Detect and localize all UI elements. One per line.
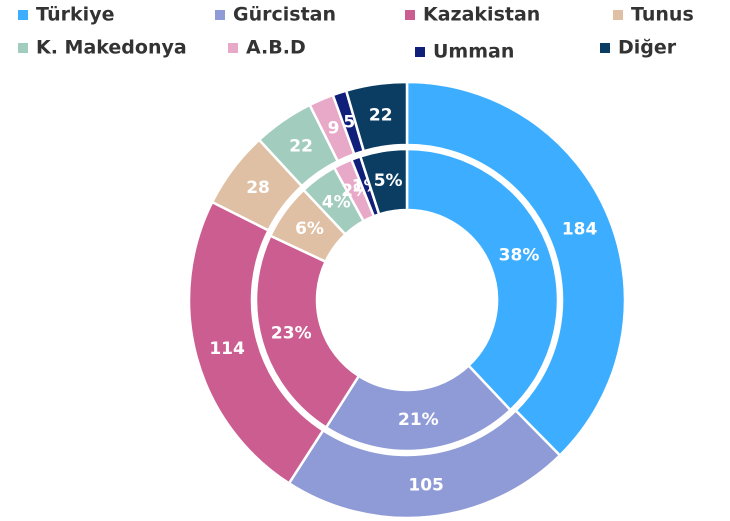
donut-segment bbox=[344, 80, 409, 153]
donut-segment bbox=[405, 80, 627, 458]
legend-marker bbox=[18, 43, 28, 53]
data-label: 114 bbox=[209, 339, 245, 359]
legend-label: Kazakistan bbox=[423, 4, 540, 26]
donut-segment bbox=[358, 147, 409, 216]
legend-label: K. Makedonya bbox=[36, 37, 187, 59]
legend-label: Gürcistan bbox=[233, 4, 336, 26]
data-label: 23% bbox=[271, 324, 312, 344]
data-label: 21% bbox=[398, 410, 439, 430]
data-label: 105 bbox=[408, 476, 444, 496]
data-label: 5% bbox=[374, 171, 403, 191]
legend-marker bbox=[415, 47, 425, 57]
data-label: 38% bbox=[499, 246, 540, 266]
data-label: 5 bbox=[343, 113, 355, 133]
legend-marker bbox=[228, 43, 238, 53]
donut-segment bbox=[405, 147, 560, 412]
legend-marker bbox=[18, 10, 28, 20]
data-label: 22 bbox=[369, 105, 393, 125]
data-label: 184 bbox=[562, 219, 598, 239]
legend-label: Tunus bbox=[631, 4, 694, 26]
legend-marker bbox=[600, 43, 610, 53]
legend-marker bbox=[405, 10, 415, 20]
data-label: 9 bbox=[328, 119, 340, 139]
data-label: 4% bbox=[322, 193, 351, 213]
donut-segment bbox=[254, 234, 361, 430]
legend-marker bbox=[613, 10, 623, 20]
data-label: 6% bbox=[295, 219, 324, 239]
legend-label: A.B.D bbox=[246, 37, 306, 59]
legend-label: Diğer bbox=[618, 37, 677, 59]
data-label: 22 bbox=[289, 136, 313, 156]
legend-label: Umman bbox=[433, 41, 514, 63]
data-label: 28 bbox=[246, 178, 270, 198]
legend-label: Türkiye bbox=[36, 4, 114, 26]
legend-marker bbox=[215, 10, 225, 20]
